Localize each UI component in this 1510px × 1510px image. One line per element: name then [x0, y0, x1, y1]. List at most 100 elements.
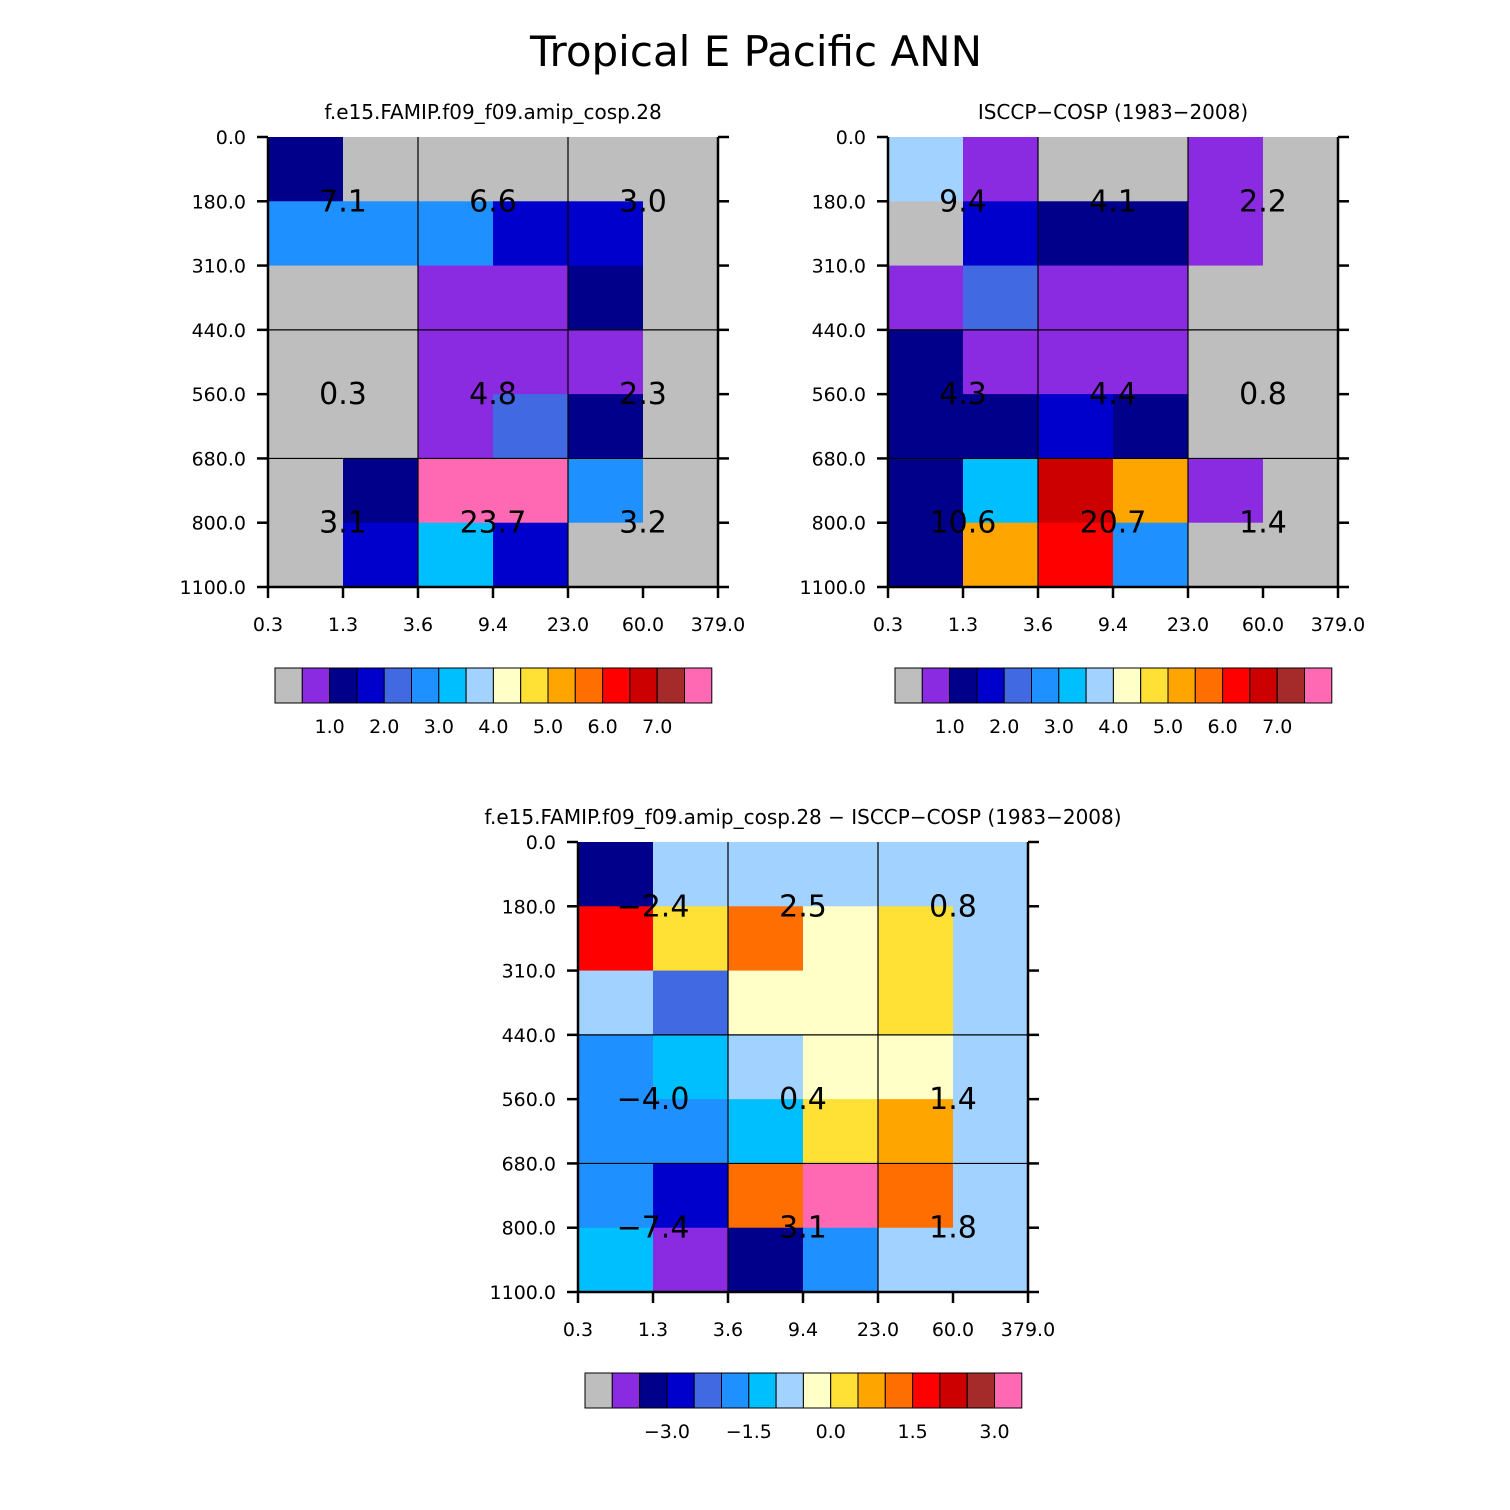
- colorbar-swatch: [939, 1372, 968, 1409]
- colorbar-label: 2.0: [369, 716, 399, 738]
- heatmap-cell: [878, 1099, 954, 1165]
- heatmap-cell: [493, 329, 569, 395]
- y-tick-label: 1100.0: [490, 1282, 556, 1304]
- heatmap-cell: [1038, 394, 1114, 460]
- y-tick-label: 1100.0: [800, 577, 866, 599]
- heatmap-cell: [963, 137, 1039, 202]
- colorbar-label: 2.0: [989, 716, 1019, 738]
- x-tick-label: 23.0: [1167, 614, 1209, 636]
- y-tick-label: 680.0: [192, 448, 246, 470]
- colorbar-swatch: [274, 667, 303, 704]
- block-value-label: 2.3: [619, 377, 667, 412]
- block-value-label: 4.3: [939, 377, 987, 412]
- colorbar-swatch: [721, 1372, 750, 1409]
- heatmap-cell: [493, 265, 569, 331]
- y-tick-label: 680.0: [812, 448, 866, 470]
- x-tick-label: 23.0: [547, 614, 589, 636]
- heatmap-cell: [803, 1099, 879, 1165]
- heatmap-cell: [803, 970, 879, 1036]
- panel-title: f.e15.FAMIP.f09_f09.amip_cosp.28 − ISCCP…: [484, 805, 1121, 829]
- colorbar-swatch: [884, 1372, 914, 1409]
- x-tick-label: 379.0: [691, 614, 745, 636]
- heatmap-cell: [1038, 201, 1114, 267]
- x-tick-label: 23.0: [857, 1319, 899, 1341]
- heatmap-cell: [493, 201, 569, 267]
- colorbar-swatch: [666, 1372, 695, 1409]
- heatmap-cell: [643, 265, 719, 331]
- block-value-label: 9.4: [939, 184, 987, 219]
- colorbar-swatch: [1112, 667, 1142, 704]
- heatmap-cell: [578, 970, 654, 1036]
- colorbar-swatch: [383, 667, 413, 704]
- heatmap-cell: [568, 394, 644, 460]
- colorbar-label: 6.0: [1207, 716, 1237, 738]
- heatmap-cell: [493, 458, 569, 524]
- colorbar-swatch: [693, 1372, 723, 1409]
- panel-2: ISCCP−COSP (1983−2008) 0.0 180.0 310.0 440.0…: [800, 100, 1366, 738]
- heatmap-cell: [1263, 329, 1339, 395]
- colorbar-swatch: [775, 1372, 804, 1409]
- colorbar-swatch: [994, 1372, 1023, 1409]
- colorbar-swatch: [912, 1372, 941, 1409]
- heatmap-cell: [268, 137, 344, 202]
- colorbar-label: 3.0: [1044, 716, 1074, 738]
- colorbar-swatch: [1085, 667, 1114, 704]
- panel-3: f.e15.FAMIP.f09_f09.amip_cosp.28 − ISCCP…: [484, 805, 1121, 1443]
- heatmap-cell: [953, 906, 1029, 972]
- heatmap-cell: [803, 842, 879, 907]
- colorbar-swatch: [1249, 667, 1278, 704]
- y-tick-label: 800.0: [502, 1218, 556, 1240]
- heatmap-cell: [803, 1227, 879, 1293]
- heatmap-cell: [343, 329, 419, 395]
- heatmap-cell: [578, 1099, 654, 1165]
- heatmap-cell: [418, 265, 494, 331]
- heatmap-cell: [418, 394, 494, 460]
- heatmap-cell: [268, 201, 344, 267]
- x-tick-label: 60.0: [622, 614, 664, 636]
- colorbar-label: 7.0: [642, 716, 672, 738]
- colorbar-label: 3.0: [424, 716, 454, 738]
- heatmap-cell: [878, 906, 954, 972]
- colorbar-swatch: [1304, 667, 1333, 704]
- heatmap-cell: [878, 970, 954, 1036]
- heatmap-cell: [493, 522, 569, 588]
- heatmap-cell: [963, 201, 1039, 267]
- block-value-label: −2.4: [617, 889, 690, 924]
- x-tick-label: 9.4: [478, 614, 508, 636]
- heatmap-cell: [653, 842, 729, 907]
- heatmap-cell: [653, 970, 729, 1036]
- colorbar-swatch: [1276, 667, 1305, 704]
- block-value-label: 0.8: [929, 889, 977, 924]
- heatmap-cell: [493, 394, 569, 460]
- heatmap-cell: [493, 137, 569, 202]
- heatmap-cell: [1188, 329, 1264, 395]
- heatmap-cell: [418, 201, 494, 267]
- y-tick-label: 440.0: [812, 320, 866, 342]
- heatmap-cell: [643, 329, 719, 395]
- panel-1: f.e15.FAMIP.f09_f09.amip_cosp.28 0.0 180.0…: [180, 100, 746, 738]
- y-tick-label: 560.0: [812, 384, 866, 406]
- heatmap-cell: [1188, 137, 1264, 202]
- block-value-label: −7.4: [617, 1211, 690, 1246]
- heatmap-cell: [728, 906, 804, 972]
- colorbar-swatch: [748, 1372, 777, 1409]
- heatmap-cell: [1038, 458, 1114, 524]
- heatmap-cell: [653, 1227, 729, 1293]
- heatmap-cell: [953, 970, 1029, 1036]
- colorbar-swatch: [656, 667, 686, 704]
- block-value-label: 1.8: [929, 1211, 977, 1246]
- heatmap-cell: [878, 842, 954, 907]
- heatmap-cell: [1263, 265, 1339, 331]
- colorbar-swatch: [1003, 667, 1033, 704]
- heatmap-cell: [418, 137, 494, 202]
- heatmap-cell: [888, 458, 964, 524]
- heatmap-cell: [1188, 265, 1264, 331]
- heatmap-cell: [878, 1034, 954, 1100]
- block-value-label: 6.6: [469, 184, 517, 219]
- colorbar-swatch: [574, 667, 604, 704]
- heatmap-cell: [1038, 329, 1114, 395]
- colorbar-swatch: [492, 667, 522, 704]
- x-tick-label: 9.4: [1098, 614, 1128, 636]
- block-value-label: 0.4: [779, 1082, 827, 1117]
- heatmap-cell: [653, 1163, 729, 1229]
